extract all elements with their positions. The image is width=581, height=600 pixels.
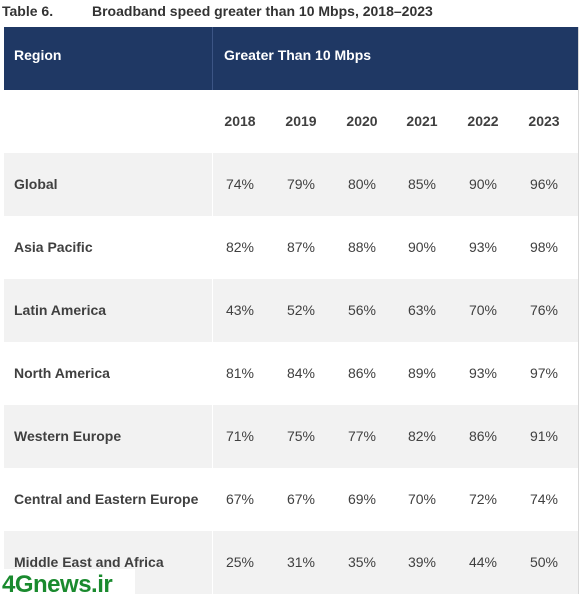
row-divider bbox=[212, 153, 213, 216]
row-divider bbox=[212, 531, 213, 594]
value-cell: 72% bbox=[468, 491, 498, 507]
row-divider bbox=[212, 405, 213, 468]
value-cell: 93% bbox=[468, 365, 498, 381]
header-divider bbox=[212, 27, 213, 90]
year-header: 2020 bbox=[346, 113, 378, 129]
value-cell: 44% bbox=[468, 554, 498, 570]
table-title: Broadband speed greater than 10 Mbps, 20… bbox=[92, 3, 433, 19]
value-cell: 63% bbox=[407, 302, 437, 318]
value-cell: 88% bbox=[347, 239, 377, 255]
year-header: 2018 bbox=[224, 113, 256, 129]
value-cell: 69% bbox=[347, 491, 377, 507]
value-cell: 70% bbox=[468, 302, 498, 318]
table-row: Global 74% 79% 80% 85% 90% 96% bbox=[4, 153, 578, 216]
table-row: Latin America 43% 52% 56% 63% 70% 76% bbox=[4, 279, 578, 342]
value-cell: 70% bbox=[407, 491, 437, 507]
year-header: 2023 bbox=[528, 113, 560, 129]
value-cell: 74% bbox=[529, 491, 559, 507]
value-cell: 82% bbox=[407, 428, 437, 444]
year-header: 2021 bbox=[406, 113, 438, 129]
value-cell: 93% bbox=[468, 239, 498, 255]
value-cell: 35% bbox=[347, 554, 377, 570]
table-caption: Table 6. Broadband speed greater than 10… bbox=[0, 0, 581, 26]
region-cell: Middle East and Africa bbox=[14, 554, 164, 570]
value-cell: 82% bbox=[225, 239, 255, 255]
value-cell: 81% bbox=[225, 365, 255, 381]
value-cell: 86% bbox=[347, 365, 377, 381]
header-region: Region bbox=[14, 47, 62, 63]
value-cell: 84% bbox=[286, 365, 316, 381]
value-cell: 85% bbox=[407, 176, 437, 192]
region-cell: Western Europe bbox=[14, 428, 122, 444]
region-cell: Global bbox=[14, 176, 58, 192]
value-cell: 76% bbox=[529, 302, 559, 318]
broadband-table: Region Greater Than 10 Mbps 2018 2019 20… bbox=[4, 27, 579, 594]
region-cell: Latin America bbox=[14, 302, 107, 318]
value-cell: 43% bbox=[225, 302, 255, 318]
year-header: 2019 bbox=[285, 113, 317, 129]
value-cell: 91% bbox=[529, 428, 559, 444]
table-row: Western Europe 71% 75% 77% 82% 86% 91% bbox=[4, 405, 578, 468]
value-cell: 56% bbox=[347, 302, 377, 318]
value-cell: 80% bbox=[347, 176, 377, 192]
region-cell: Asia Pacific bbox=[14, 239, 93, 255]
year-header: 2022 bbox=[467, 113, 499, 129]
table-row: Asia Pacific 82% 87% 88% 90% 93% 98% bbox=[4, 216, 578, 279]
value-cell: 67% bbox=[286, 491, 316, 507]
site-watermark: 4Gnews.ir bbox=[0, 569, 135, 600]
region-cell: Central and Eastern Europe bbox=[14, 491, 199, 507]
table-number: Table 6. bbox=[2, 3, 54, 19]
value-cell: 67% bbox=[225, 491, 255, 507]
value-cell: 79% bbox=[286, 176, 316, 192]
row-divider bbox=[212, 279, 213, 342]
value-cell: 77% bbox=[347, 428, 377, 444]
value-cell: 71% bbox=[225, 428, 255, 444]
table-row: North America 81% 84% 86% 89% 93% 97% bbox=[4, 342, 578, 405]
value-cell: 39% bbox=[407, 554, 437, 570]
value-cell: 74% bbox=[225, 176, 255, 192]
value-cell: 89% bbox=[407, 365, 437, 381]
value-cell: 98% bbox=[529, 239, 559, 255]
value-cell: 25% bbox=[225, 554, 255, 570]
table-row: Central and Eastern Europe 67% 67% 69% 7… bbox=[4, 468, 578, 531]
region-cell: North America bbox=[14, 365, 110, 381]
value-cell: 97% bbox=[529, 365, 559, 381]
value-cell: 50% bbox=[529, 554, 559, 570]
value-cell: 75% bbox=[286, 428, 316, 444]
value-cell: 86% bbox=[468, 428, 498, 444]
year-header-row: 2018 2019 2020 2021 2022 2023 bbox=[4, 90, 578, 153]
value-cell: 90% bbox=[468, 176, 498, 192]
value-cell: 52% bbox=[286, 302, 316, 318]
value-cell: 87% bbox=[286, 239, 316, 255]
header-group: Greater Than 10 Mbps bbox=[224, 47, 372, 63]
value-cell: 96% bbox=[529, 176, 559, 192]
table-header: Region Greater Than 10 Mbps bbox=[4, 27, 578, 90]
value-cell: 31% bbox=[286, 554, 316, 570]
value-cell: 90% bbox=[407, 239, 437, 255]
